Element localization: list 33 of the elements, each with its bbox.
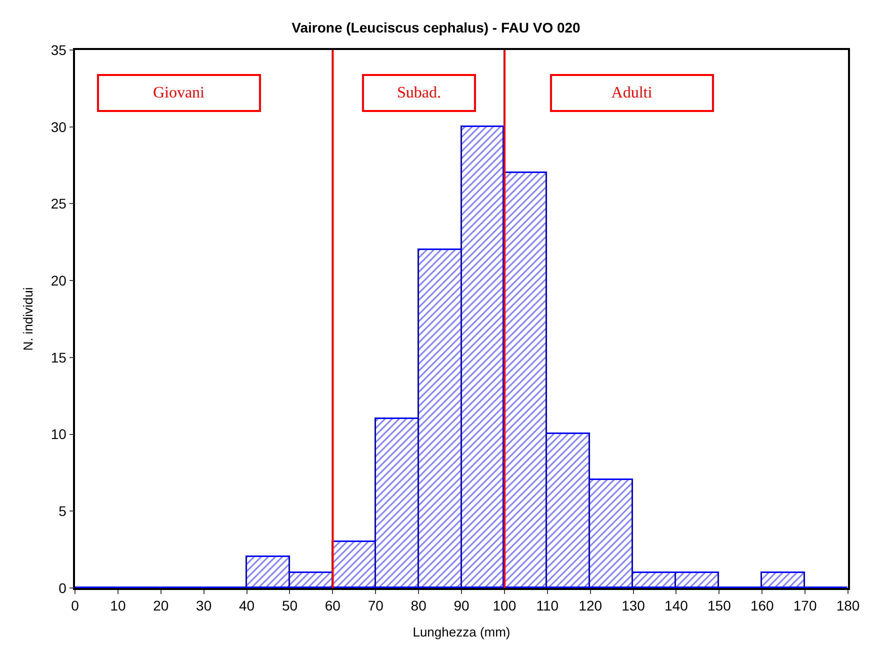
y-tick-label: 30 bbox=[50, 118, 67, 135]
x-tick-label: 0 bbox=[71, 598, 80, 614]
x-tick-label: 140 bbox=[664, 598, 688, 614]
y-tick-label: 20 bbox=[50, 272, 67, 288]
x-tick-label: 90 bbox=[454, 598, 470, 614]
annotation: Subad. bbox=[397, 84, 441, 102]
x-tick-label: 10 bbox=[110, 598, 126, 614]
x-axis-title: Lunghezza (mm) bbox=[412, 624, 510, 640]
y-tick-label: 0 bbox=[58, 580, 67, 596]
x-tick-label: 100 bbox=[492, 598, 516, 614]
x-tick-label: 50 bbox=[282, 598, 298, 614]
x-tick-label: 180 bbox=[836, 598, 860, 614]
x-tick-label: 110 bbox=[536, 598, 559, 614]
x-tick-label: 120 bbox=[578, 598, 602, 614]
x-tick-label: 130 bbox=[622, 598, 646, 614]
x-tick-label: 30 bbox=[196, 598, 212, 614]
y-axis-title: N. individui bbox=[20, 287, 36, 351]
x-tick-label: 170 bbox=[793, 598, 817, 614]
x-tick-label: 160 bbox=[750, 598, 774, 614]
y-tick-label: 5 bbox=[58, 503, 67, 520]
x-tick-label: 40 bbox=[238, 598, 255, 614]
y-tick-label: 35 bbox=[50, 42, 67, 58]
x-tick-label: 150 bbox=[707, 598, 732, 614]
y-tick-label: 25 bbox=[50, 196, 67, 212]
chart-title: Vairone (Leuciscus cephalus) - FAU VO 020 bbox=[292, 20, 581, 36]
x-tick-label: 60 bbox=[324, 598, 341, 614]
x-tick-label: 20 bbox=[153, 598, 169, 614]
x-tick-label: 80 bbox=[410, 598, 427, 614]
annotation: Adulti bbox=[611, 84, 653, 102]
x-tick-label: 70 bbox=[368, 598, 384, 614]
y-tick-label: 10 bbox=[50, 426, 67, 442]
annotation: Giovani bbox=[152, 84, 206, 102]
y-tick-label: 15 bbox=[50, 349, 67, 366]
